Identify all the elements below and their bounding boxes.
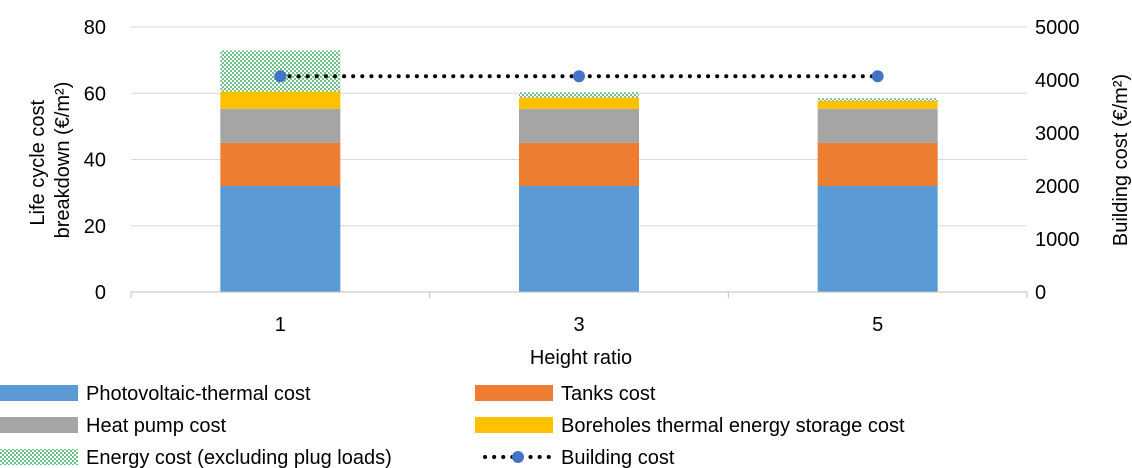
y-axis-title: Life cycle cost breakdown (€/m²) <box>27 82 74 239</box>
x-tick-label: 3 <box>573 314 584 336</box>
bar-segment <box>519 186 639 292</box>
bar-segment <box>220 142 341 186</box>
bar-segment <box>817 108 938 143</box>
y-tick-label: 0 <box>95 282 106 304</box>
y2-tick-label: 2000 <box>1035 176 1080 198</box>
bar-segment <box>817 98 938 101</box>
y2-tick-label: 4000 <box>1035 70 1080 92</box>
legend-swatch <box>475 385 553 401</box>
x-tick-label: 5 <box>872 314 883 336</box>
legend-label: Photovoltaic-thermal cost <box>86 383 311 405</box>
bar-segment <box>519 97 639 109</box>
legend-swatch <box>0 385 78 401</box>
legend-swatch <box>0 449 78 465</box>
y2-tick-label: 0 <box>1035 282 1046 304</box>
bar-segment <box>220 186 341 292</box>
legend-swatch <box>0 417 78 433</box>
axes: 0 20 40 60 80 0 1000 2000 3000 4000 5000 1 3 5 <box>84 17 1080 336</box>
x-axis-title: Height ratio <box>530 347 632 369</box>
bar-segment <box>519 142 639 186</box>
y2-tick-label: 5000 <box>1035 17 1080 39</box>
building-cost-marker <box>871 70 884 83</box>
bar-segment <box>817 100 938 109</box>
y2-axis-title: Building cost (€/m²) <box>1110 74 1132 246</box>
legend-label: Boreholes thermal energy storage cost <box>561 415 905 437</box>
x-tick-label: 1 <box>275 314 286 336</box>
bar-segment <box>817 186 938 292</box>
bar-segment <box>220 108 341 143</box>
building-cost-line <box>274 70 884 83</box>
bar-segment <box>817 142 938 186</box>
bar-segment <box>519 92 639 98</box>
y2-tick-label: 1000 <box>1035 229 1080 251</box>
y-axis-title-line-1: Life cycle cost <box>27 100 49 226</box>
y-tick-label: 60 <box>84 83 106 105</box>
bars <box>220 50 938 292</box>
legend-swatch <box>475 417 553 433</box>
y-tick-label: 40 <box>84 150 106 172</box>
bar-segment <box>220 91 341 109</box>
legend: Photovoltaic-thermal cost Tanks cost Heat … <box>0 383 905 468</box>
legend-line-marker <box>512 451 524 463</box>
y-axis-title-line-2: breakdown (€/m²) <box>52 82 74 239</box>
bar-segment <box>519 108 639 143</box>
legend-label: Tanks cost <box>561 383 656 405</box>
y2-tick-label: 3000 <box>1035 123 1080 145</box>
y-tick-label: 20 <box>84 216 106 238</box>
legend-label: Building cost <box>561 447 675 468</box>
y-tick-label: 80 <box>84 17 106 39</box>
building-cost-marker <box>573 70 585 83</box>
building-cost-marker <box>274 70 287 83</box>
legend-label: Heat pump cost <box>86 415 227 437</box>
legend-label: Energy cost (excluding plug loads) <box>86 447 392 468</box>
